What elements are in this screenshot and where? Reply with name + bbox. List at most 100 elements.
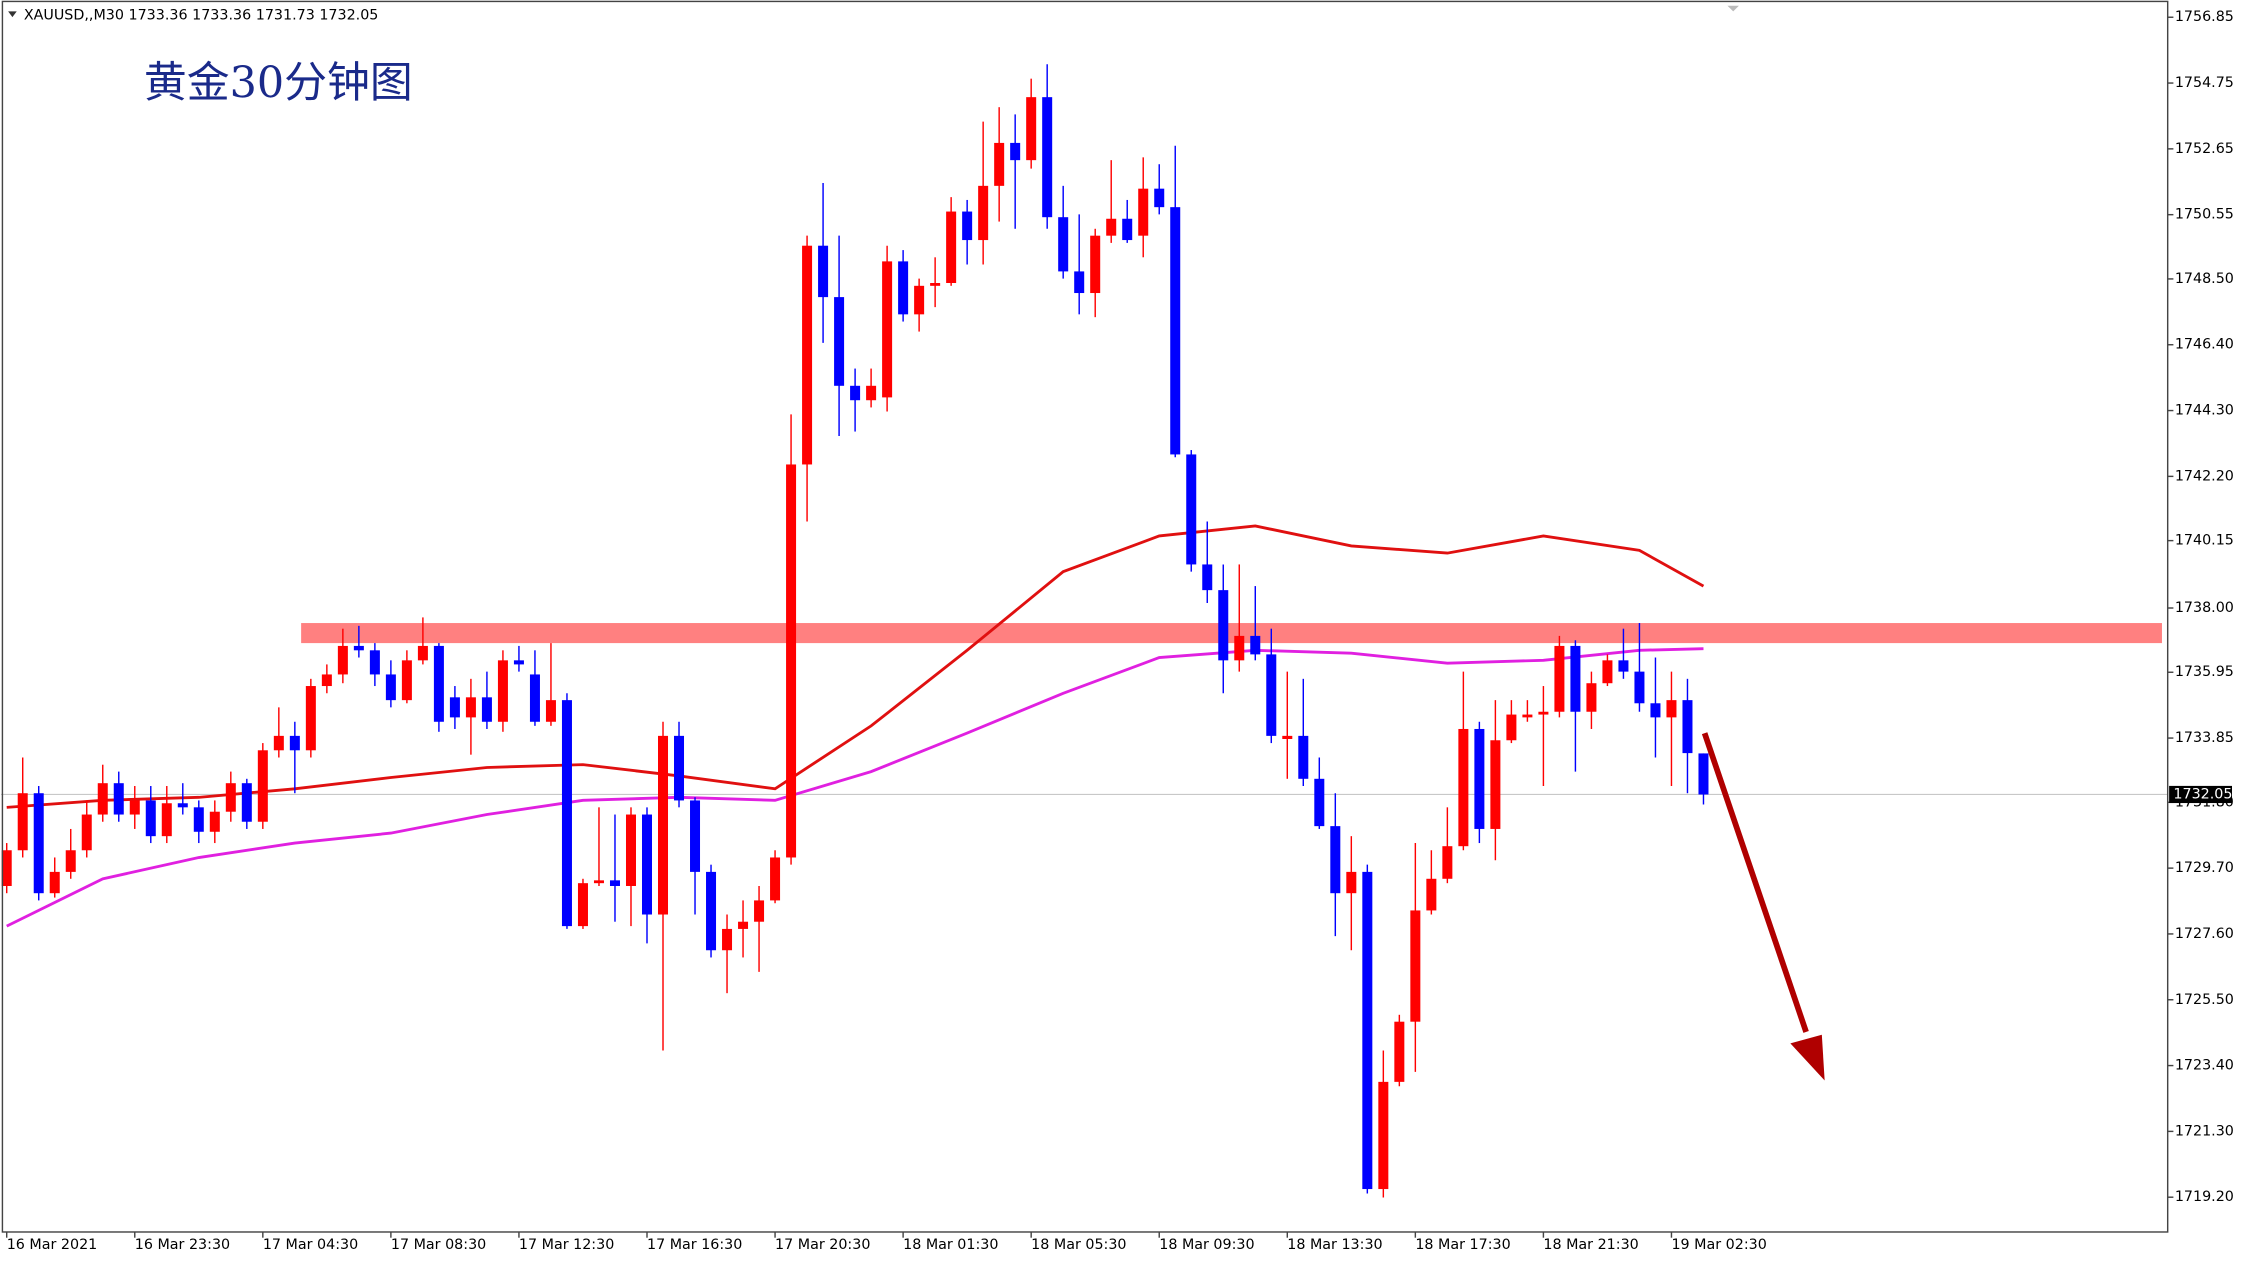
- candle-body: [1586, 683, 1597, 712]
- candle-body: [609, 880, 620, 886]
- x-tick-label: 17 Mar 12:30: [519, 1237, 614, 1253]
- candle-body: [1650, 703, 1661, 718]
- candle-body: [1618, 660, 1629, 672]
- candle-body: [1682, 700, 1693, 754]
- candle-body: [289, 735, 300, 751]
- y-tick-label: 1754.75: [2175, 75, 2234, 91]
- x-tick-label: 18 Mar 09:30: [1159, 1237, 1254, 1253]
- candle-body: [674, 735, 685, 801]
- candle-body: [1234, 635, 1245, 661]
- y-tick-label: 1733.85: [2175, 730, 2234, 746]
- resistance-zone: [301, 623, 2162, 644]
- candle-body: [33, 793, 44, 894]
- candle-body: [113, 783, 124, 815]
- candle-body: [1490, 740, 1501, 829]
- y-tick-label: 1725.50: [2175, 992, 2234, 1008]
- plot-frame: [1, 0, 2169, 1233]
- candle-body: [1058, 217, 1069, 272]
- candle-body: [690, 800, 701, 872]
- candle-body: [738, 921, 749, 929]
- trend-arrow-head: [1790, 1034, 1825, 1081]
- x-tick-label: 17 Mar 04:30: [263, 1237, 358, 1253]
- candle-body: [1266, 654, 1277, 736]
- y-tick-label: 1721.30: [2175, 1123, 2234, 1139]
- plot-area: [0, 64, 2168, 1198]
- candle-body: [1202, 564, 1213, 591]
- candle-body: [834, 297, 845, 386]
- y-tick-label: 1756.85: [2175, 9, 2234, 25]
- candle-body: [305, 686, 316, 751]
- candle-body: [81, 814, 92, 851]
- y-tick-label: 1750.55: [2175, 207, 2234, 223]
- candle-body: [962, 211, 973, 241]
- candle-body: [1122, 218, 1133, 241]
- y-tick-label: 1738.00: [2175, 600, 2234, 616]
- moving-average: [6, 647, 1704, 928]
- candle-body: [145, 800, 156, 837]
- candle-body: [1026, 97, 1037, 161]
- candle-body: [1138, 188, 1149, 236]
- x-tick-label: 16 Mar 2021: [7, 1237, 98, 1253]
- candle-body: [497, 660, 508, 722]
- candle-body: [1346, 871, 1357, 894]
- y-tick-label: 1742.20: [2175, 468, 2234, 484]
- candle-body: [401, 660, 412, 701]
- x-tick-label: 17 Mar 08:30: [391, 1237, 486, 1253]
- candle-body: [1522, 714, 1533, 718]
- candle-body: [465, 697, 476, 718]
- header-open: 1733.36: [129, 8, 188, 24]
- candle-body: [1186, 454, 1197, 565]
- candle-body: [770, 857, 781, 901]
- candle-body: [1010, 142, 1021, 161]
- candle-body: [658, 735, 669, 915]
- menu-triangle[interactable]: [8, 11, 17, 18]
- x-tick-label: 17 Mar 16:30: [647, 1237, 742, 1253]
- candle-body: [1458, 728, 1469, 847]
- candle-body: [225, 783, 236, 812]
- candle-body: [625, 814, 636, 886]
- candle-body: [385, 674, 396, 701]
- x-tick-label: 16 Mar 23:30: [135, 1237, 230, 1253]
- candle-body: [706, 871, 717, 951]
- candle-body: [1538, 711, 1549, 715]
- symbol: XAUUSD,,M30: [24, 8, 124, 24]
- candle-body: [209, 811, 220, 832]
- candle-body: [978, 185, 989, 241]
- candle-body: [1426, 878, 1437, 911]
- price-label-bg: [2169, 785, 2233, 804]
- candle-body: [1, 850, 12, 886]
- y-tick-label: 1727.60: [2175, 926, 2234, 942]
- x-tick-label: 18 Mar 01:30: [903, 1237, 998, 1253]
- candle-body: [97, 783, 108, 815]
- candle-body: [257, 750, 268, 822]
- x-tick-label: 19 Mar 02:30: [1671, 1237, 1766, 1253]
- candle-body: [882, 261, 893, 398]
- x-tick-label: 18 Mar 05:30: [1031, 1237, 1126, 1253]
- candle-body: [17, 793, 28, 851]
- candle-body: [1554, 645, 1565, 712]
- price-label: 1732.05: [2173, 786, 2232, 802]
- candle-body: [161, 803, 172, 837]
- candle-body: [1666, 700, 1677, 718]
- candle-body: [1410, 910, 1421, 1022]
- candle-body: [818, 245, 829, 298]
- candle-body: [641, 814, 653, 915]
- candle-body: [754, 900, 765, 922]
- trend-arrow: [1701, 732, 1809, 1033]
- candle-body: [1474, 728, 1485, 829]
- candle-body: [417, 645, 428, 661]
- candle-body: [850, 385, 861, 401]
- candle-body: [1170, 207, 1181, 455]
- candle-body: [273, 735, 284, 751]
- candle-body: [337, 645, 348, 675]
- candle-body: [481, 697, 492, 722]
- candle-body: [1282, 735, 1293, 740]
- candle-body: [1506, 714, 1517, 741]
- y-tick-label: 1723.40: [2175, 1058, 2234, 1074]
- header-low: 1731.73: [256, 8, 315, 24]
- candle-body: [369, 650, 380, 675]
- candle-body: [1570, 645, 1581, 712]
- candle-body: [722, 928, 733, 951]
- candle-body: [1314, 778, 1325, 827]
